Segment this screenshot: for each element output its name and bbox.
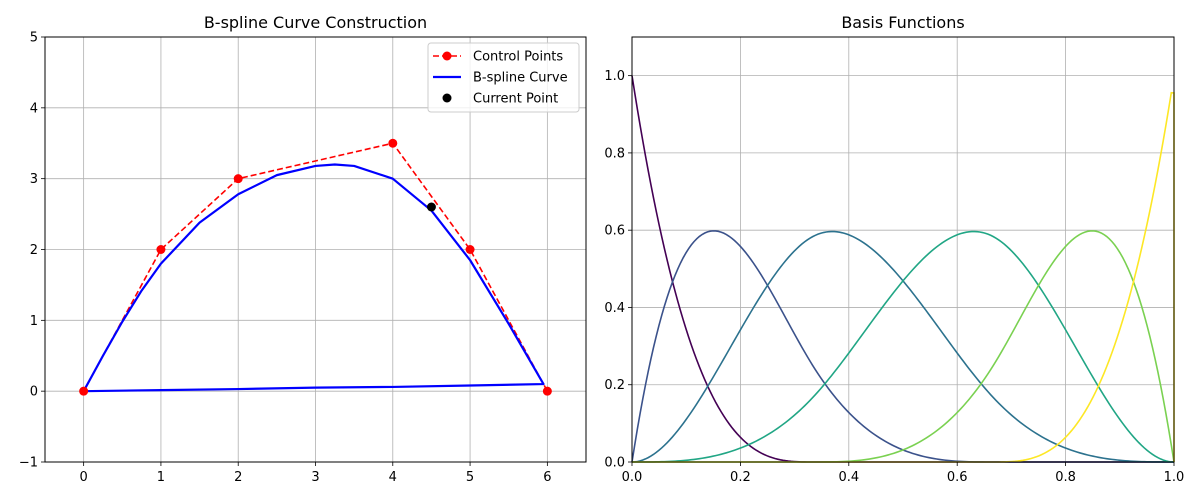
legend-label-current-point: Current Point bbox=[473, 92, 558, 107]
chart-title: B-spline Curve Construction bbox=[204, 13, 427, 32]
tick-layer: 0.0 0.2 0.4 0.6 0.8 1.0 0.0 0.2 0.4 0.6 0.8 1.0 bbox=[604, 69, 1184, 485]
y-tick-label: 1 bbox=[30, 314, 38, 329]
bspline-construction-chart: B-spline Curve Construction 0 1 2 3 4 5 6 −1 0 1 2… bbox=[19, 13, 587, 486]
control-point-marker bbox=[388, 138, 398, 148]
basis-function-line bbox=[631, 75, 1174, 463]
x-tick-label: 6 bbox=[543, 470, 551, 485]
y-tick-label: 3 bbox=[30, 172, 38, 187]
basis-function-line bbox=[632, 91, 1175, 463]
y-tick-label: 0.8 bbox=[604, 146, 625, 161]
series-layer bbox=[631, 75, 1175, 463]
x-tick-label: 0.4 bbox=[838, 470, 859, 485]
y-tick-label: 0.4 bbox=[604, 301, 625, 316]
control-point-marker bbox=[233, 174, 243, 184]
control-point-marker bbox=[542, 386, 552, 396]
y-tick-label: 1.0 bbox=[604, 69, 625, 84]
x-tick-label: 0.6 bbox=[947, 470, 968, 485]
legend-current-marker bbox=[442, 93, 452, 103]
bspline-curve-line bbox=[82, 163, 545, 393]
x-tick-label: 4 bbox=[389, 470, 397, 485]
legend: Control Points B-spline Curve Current Po… bbox=[427, 42, 580, 113]
y-tick-label: 0.6 bbox=[604, 224, 625, 239]
legend-frame bbox=[427, 42, 580, 113]
x-tick-label: 0.8 bbox=[1055, 470, 1076, 485]
x-tick-label: 1.0 bbox=[1164, 470, 1185, 485]
x-tick-label: 2 bbox=[234, 470, 242, 485]
basis-function-line bbox=[632, 230, 1175, 463]
x-tick-label: 3 bbox=[311, 470, 319, 485]
chart-title: Basis Functions bbox=[841, 13, 964, 32]
control-point-marker bbox=[79, 386, 89, 396]
legend-control-marker bbox=[442, 51, 452, 61]
x-tick-label: 0.0 bbox=[622, 470, 643, 485]
current-point-marker bbox=[426, 202, 436, 212]
tick-layer: 0 1 2 3 4 5 6 −1 0 1 2 3 4 5 bbox=[19, 31, 552, 486]
x-tick-label: 0 bbox=[80, 470, 88, 485]
control-point-marker bbox=[156, 245, 166, 254]
y-tick-label: 5 bbox=[30, 31, 38, 46]
legend-label-bspline-curve: B-spline Curve bbox=[473, 71, 568, 86]
x-tick-label: 0.2 bbox=[730, 470, 751, 485]
x-tick-label: 1 bbox=[157, 470, 165, 485]
y-tick-label: −1 bbox=[19, 456, 38, 471]
y-tick-label: 4 bbox=[30, 101, 38, 116]
basis-function-line bbox=[631, 230, 1175, 463]
legend-label-control-points: Control Points bbox=[473, 50, 563, 65]
y-tick-label: 0.0 bbox=[604, 456, 625, 471]
basis-function-line bbox=[631, 230, 1174, 463]
y-tick-label: 2 bbox=[30, 243, 38, 258]
y-tick-label: 0 bbox=[30, 385, 38, 400]
control-polygon-line bbox=[82, 142, 549, 392]
y-tick-label: 0.2 bbox=[604, 378, 625, 393]
x-tick-label: 5 bbox=[466, 470, 474, 485]
basis-functions-chart: Basis Functions 0.0 0.2 0.4 0.6 0.8 1.0 0.0 0.2… bbox=[604, 13, 1184, 485]
basis-function-line bbox=[631, 230, 1175, 463]
axes-frame bbox=[631, 36, 1175, 463]
series-layer bbox=[79, 138, 552, 396]
control-point-marker bbox=[465, 245, 475, 254]
